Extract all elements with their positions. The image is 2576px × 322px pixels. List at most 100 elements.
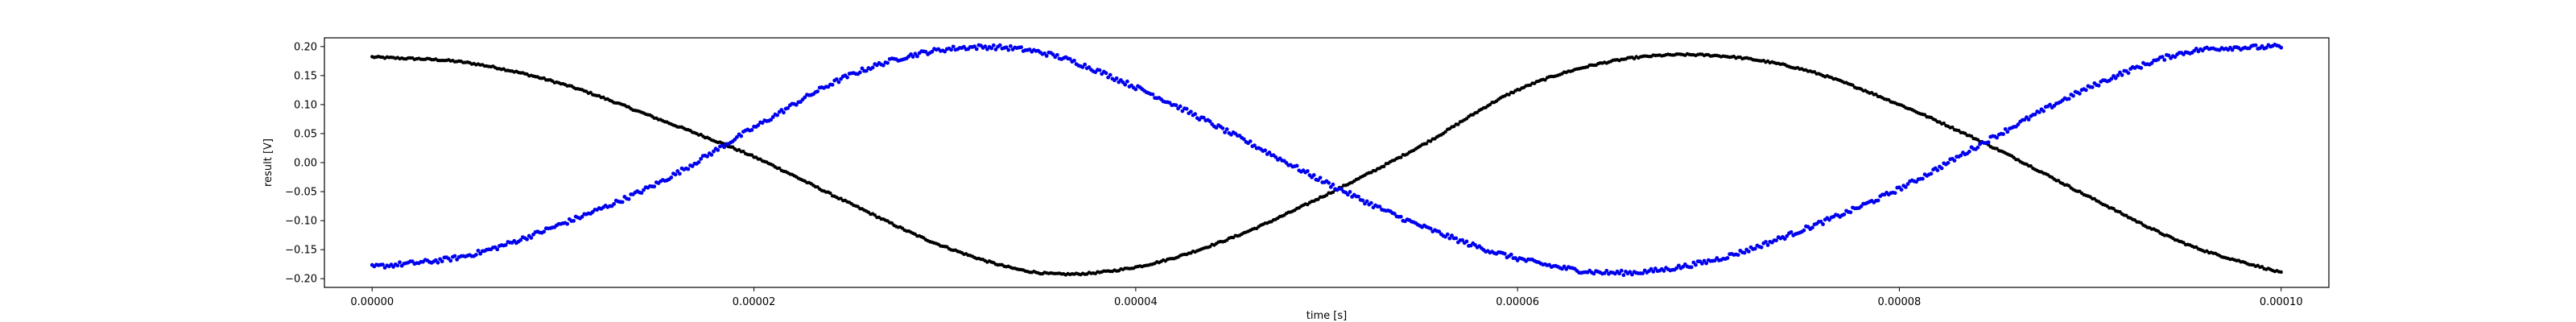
series-2-point [1428, 226, 1433, 231]
series-2-point [1464, 239, 1469, 244]
series-1-point [1507, 93, 1511, 97]
series-2-point [1051, 52, 1055, 57]
series-2-point [2113, 76, 2118, 80]
series-2-point [1617, 271, 1622, 276]
series-2-point [739, 134, 744, 138]
series-2-point [930, 49, 935, 54]
series-2-point [2279, 45, 2284, 50]
series-2-point [857, 70, 862, 75]
series-2-point [1356, 194, 1360, 199]
series-2-point [716, 147, 720, 152]
series-2-point [1223, 130, 1227, 134]
series-2-point [834, 77, 839, 81]
series-2-point [1178, 104, 1183, 109]
series-2-point [1509, 252, 1513, 257]
series-2-point [1114, 76, 1119, 80]
x-tick-label: 0.00006 [1496, 296, 1539, 308]
series-1-point [1969, 134, 1974, 138]
series-2-point [1818, 219, 1823, 224]
y-tick-label: −0.10 [285, 216, 317, 228]
series-2-point [1699, 261, 1704, 266]
series-2-point [1959, 153, 1963, 158]
series-2-point [626, 196, 631, 201]
series-2-point [1649, 266, 1653, 271]
series-1-point [1464, 117, 1469, 121]
series-2-point [1736, 253, 1740, 258]
series-2-point [642, 188, 646, 192]
series-2-point [1986, 140, 1991, 145]
series-2-point [1859, 204, 1864, 208]
series-2-point [1067, 56, 1072, 61]
series-2-point [1899, 188, 1904, 192]
series-2-point [712, 149, 716, 154]
series-2-point [1641, 271, 1645, 276]
series-2-point [1591, 271, 1596, 276]
series-2-point [881, 63, 886, 68]
series-2-point [1294, 163, 1299, 168]
series-2-point [775, 113, 779, 118]
series-2-point [1108, 72, 1113, 77]
series-2-point [1360, 198, 1365, 203]
series-2-point [1220, 126, 1225, 130]
series-2-point [1364, 199, 1369, 204]
series-1-point [1922, 113, 1927, 117]
series-1 [370, 52, 2283, 277]
series-2-point [448, 258, 453, 263]
series-2-point [1702, 258, 1707, 263]
series-2-point [1193, 112, 1198, 117]
series-2-point [2003, 126, 2008, 131]
series-2-point [1905, 182, 1910, 187]
series-2-point [395, 263, 400, 268]
series-2-point [2041, 109, 2046, 114]
series-2-point [2126, 71, 2131, 76]
series-2-point [572, 218, 576, 223]
series-2-point [1967, 149, 1971, 154]
series-2-point [1331, 182, 1335, 187]
series-2-point [1097, 68, 1102, 72]
series-2-point [1876, 198, 1880, 203]
series-2-point [1562, 264, 1567, 269]
series-2-point [991, 43, 996, 47]
series-2-point [1782, 237, 1787, 242]
series-2-point [677, 171, 682, 176]
series-2-point [860, 66, 865, 71]
series-2-point [1929, 171, 1934, 176]
series-2 [369, 43, 2284, 278]
series-2-point [1653, 266, 1657, 270]
series-2-point [398, 260, 402, 265]
series-2-point [2253, 43, 2258, 47]
series-2-point [525, 237, 530, 242]
series-2-point [1764, 240, 1768, 244]
series-2-point [915, 54, 919, 59]
x-tick-label: 0.00002 [733, 296, 776, 308]
series-2-point [845, 75, 849, 80]
series-2-point [478, 251, 483, 256]
series-1-point [1428, 139, 1433, 143]
series-2-point [1083, 62, 1088, 67]
series-2-point [612, 201, 617, 206]
y-tick-label: 0.10 [294, 99, 317, 111]
series-2-point [1006, 47, 1011, 52]
series-2-point [476, 248, 481, 253]
series-2-point [1106, 75, 1110, 80]
series-2-point [1975, 145, 1980, 150]
series-2-point [1398, 214, 1403, 219]
series-2-point [1842, 212, 1847, 217]
series-2-point [1224, 127, 1229, 131]
series-2-point [1651, 270, 1656, 274]
series-1-point [1316, 197, 1320, 201]
y-tick-label: 0.05 [294, 128, 317, 140]
series-2-point [1104, 71, 1108, 76]
series-2-point [974, 47, 979, 52]
series-2-point [474, 253, 478, 257]
series-2-point [1311, 173, 1316, 177]
series-2-point [735, 134, 739, 139]
series-2-point [1802, 228, 1806, 233]
series-2-point [1893, 191, 1897, 196]
series-1-point [2067, 184, 2071, 188]
series-2-point [518, 237, 523, 242]
series-2-point [1184, 106, 1189, 111]
series-2-point [749, 128, 754, 132]
